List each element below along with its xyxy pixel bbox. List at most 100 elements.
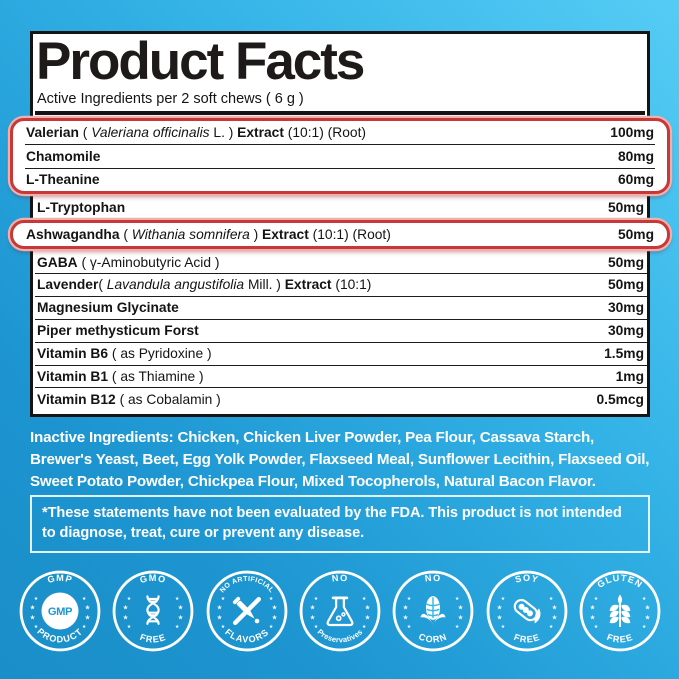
wheat-icon xyxy=(609,594,631,627)
gmp-seal-icon: GMP xyxy=(41,592,79,630)
svg-text:FLAVORS: FLAVORS xyxy=(223,627,271,645)
star-icon: ★ xyxy=(269,624,273,630)
svg-text:GMO: GMO xyxy=(139,573,168,585)
ingredient-name-segment: Mill. ) xyxy=(244,277,285,293)
ingredient-amount: 50mg xyxy=(607,277,644,293)
star-icon: ★ xyxy=(123,614,129,622)
badge-top-label: GMO xyxy=(139,573,167,585)
ingredient-name-segment: Magnesium Glycinate xyxy=(37,300,179,316)
ingredient-name-segment: ( as Cobalamin ) xyxy=(115,391,221,407)
star-icon: ★ xyxy=(594,596,598,602)
ingredient-name: Magnesium Glycinate xyxy=(37,300,179,315)
star-icon: ★ xyxy=(549,596,553,602)
serving-info: Active Ingredients per 2 soft chews ( 6 … xyxy=(37,91,304,107)
ingredient-name-segment: ( xyxy=(98,277,107,293)
svg-text:GMP: GMP xyxy=(48,606,73,618)
dropper-crossed-icon xyxy=(232,596,261,626)
ingredient-name-segment: Lavandula angustifolia xyxy=(106,277,245,293)
highlighted-ingredient-group: Ashwagandha ( Withania somnifera ) Extra… xyxy=(10,220,670,250)
star-icon: ★ xyxy=(178,614,184,622)
star-icon: ★ xyxy=(85,614,91,622)
star-icon: ★ xyxy=(123,603,129,611)
ingredient-name: Ashwagandha ( Withania somnifera ) Extra… xyxy=(26,227,391,242)
soybean-icon xyxy=(513,598,541,624)
ingredient-name-segment: ( as Pyridoxine ) xyxy=(108,346,212,362)
star-icon: ★ xyxy=(500,624,504,630)
star-icon: ★ xyxy=(365,603,371,611)
badge-top-label: GMP xyxy=(46,573,73,585)
corn-icon xyxy=(420,596,446,626)
star-icon: ★ xyxy=(455,596,459,602)
ingredient-amount: 30mg xyxy=(607,300,644,316)
star-icon: ★ xyxy=(642,596,646,602)
badge-bottom-label: FLAVORS xyxy=(223,627,270,645)
star-icon: ★ xyxy=(220,624,224,630)
ingredient-name-segment: Extract xyxy=(262,227,309,243)
star-icon: ★ xyxy=(30,614,36,622)
ingredient-name: L-Theanine xyxy=(26,172,100,187)
star-icon: ★ xyxy=(365,614,371,622)
ingredient-row: L-Theanine 60mg xyxy=(25,167,655,192)
badge-ring xyxy=(392,570,474,652)
ingredient-name-segment: GABA xyxy=(37,254,78,270)
star-icon: ★ xyxy=(362,624,366,630)
star-icon: ★ xyxy=(362,596,366,602)
ingredient-name-segment: L-Theanine xyxy=(26,172,100,188)
star-icon: ★ xyxy=(496,603,502,611)
ingredient-row: L-Tryptophan 50mg xyxy=(35,196,647,220)
ingredient-name-segment: Vitamin B1 xyxy=(37,368,109,384)
star-icon: ★ xyxy=(594,624,598,630)
ingredient-row: Ashwagandha ( Withania somnifera ) Extra… xyxy=(25,223,655,246)
ingredient-row: Vitamin B12 ( as Cobalamin ) 0.5mcg xyxy=(35,388,647,410)
badge-ring xyxy=(112,570,194,652)
badge-ring xyxy=(19,570,101,652)
ingredient-name: Chamomile xyxy=(26,149,100,164)
ingredient-row: Valerian ( Valeriana officinalis L. ) Ex… xyxy=(25,121,655,144)
ingredient-name-segment: Extract xyxy=(284,277,332,293)
star-icon: ★ xyxy=(642,624,646,630)
badge-bottom-label: FREE xyxy=(605,632,633,645)
ingredient-row: Chamomile 80mg xyxy=(25,143,655,168)
star-icon: ★ xyxy=(407,596,411,602)
ingredient-name-segment: ( xyxy=(119,227,132,243)
ingredient-amount: 60mg xyxy=(617,172,654,188)
ingredient-name: Vitamin B1 ( as Thiamine ) xyxy=(37,369,204,384)
ingredient-name-segment: (10:1) (Root) xyxy=(283,124,366,140)
svg-text:GMP: GMP xyxy=(46,573,74,585)
ingredient-amount: 80mg xyxy=(617,148,654,164)
badge-bottom-label: CORN xyxy=(418,631,448,644)
svg-text:NO: NO xyxy=(331,573,349,584)
certification-badges: GMP PRODUCT ★ ★ ★ ★ ★ ★ ★ ★ GMP GMO FREE ★ ★ ★ ★ ★ ★ ★ ★ NO A… xyxy=(0,568,679,654)
ingredient-name-segment: Lavender xyxy=(37,277,99,293)
ingredient-table: Valerian ( Valeriana officinalis L. ) Ex… xyxy=(10,118,670,410)
ingredient-name-segment: Extract xyxy=(237,124,284,140)
ingredient-name-segment: Withania somnifera xyxy=(131,227,250,243)
star-icon: ★ xyxy=(34,596,38,602)
ingredient-name-segment: Valerian xyxy=(26,124,79,140)
star-icon: ★ xyxy=(403,603,409,611)
star-icon: ★ xyxy=(310,603,316,611)
star-icon: ★ xyxy=(220,596,224,602)
svg-text:CORN: CORN xyxy=(418,631,449,644)
star-icon: ★ xyxy=(500,596,504,602)
ingredient-name: L-Tryptophan xyxy=(37,200,125,215)
badge-ring xyxy=(299,570,381,652)
badge-bottom-label: FREE xyxy=(139,632,167,645)
svg-text:FREE: FREE xyxy=(605,632,634,645)
star-icon: ★ xyxy=(407,624,411,630)
inactive-ingredients-text: Inactive Ingredients: Chicken, Chicken L… xyxy=(30,429,650,490)
ingredient-name-segment: ( γ-Aminobutyric Acid ) xyxy=(77,254,220,270)
ingredient-name-segment: (10:1) (Root) xyxy=(308,227,391,243)
ingredient-name: Vitamin B6 ( as Pyridoxine ) xyxy=(37,346,212,361)
star-icon: ★ xyxy=(216,614,222,622)
ingredient-name-segment: Piper methysticum Forst xyxy=(37,323,199,339)
star-icon: ★ xyxy=(551,614,557,622)
ingredient-name-segment: ) xyxy=(249,227,263,243)
ingredient-row: Lavender( Lavandula angustifolia Mill. )… xyxy=(35,274,647,297)
star-icon: ★ xyxy=(216,603,222,611)
